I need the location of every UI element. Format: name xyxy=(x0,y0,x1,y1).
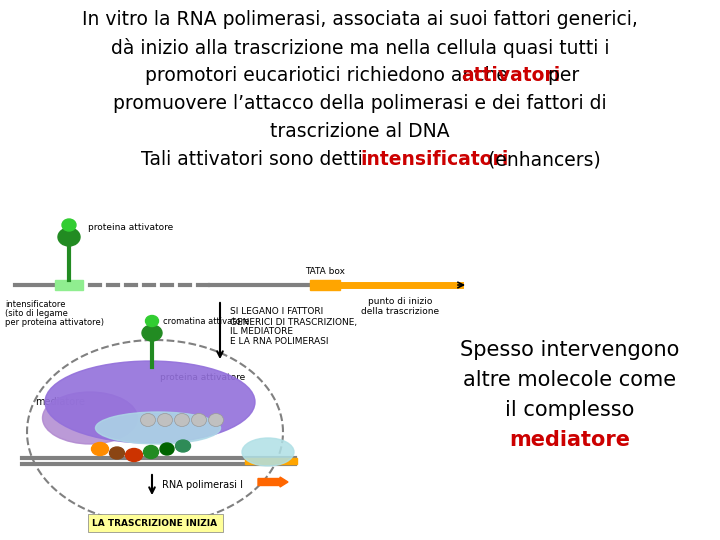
Text: proteina attivatore: proteina attivatore xyxy=(160,373,246,381)
Ellipse shape xyxy=(125,449,143,462)
Ellipse shape xyxy=(96,412,220,444)
Text: per: per xyxy=(542,66,580,85)
Text: il complesso: il complesso xyxy=(505,400,635,420)
Ellipse shape xyxy=(109,447,125,459)
Text: GENERICI DI TRASCRIZIONE,: GENERICI DI TRASCRIZIONE, xyxy=(230,318,357,327)
Ellipse shape xyxy=(140,414,156,427)
Bar xyxy=(55,280,83,290)
Text: mediatore: mediatore xyxy=(35,397,85,407)
Text: LA TRASCRIZIONE INIZIA: LA TRASCRIZIONE INIZIA xyxy=(92,518,217,528)
FancyArrow shape xyxy=(258,477,288,487)
Text: della trascrizione: della trascrizione xyxy=(361,307,439,316)
Text: dà inizio alla trascrizione ma nella cellula quasi tutti i: dà inizio alla trascrizione ma nella cel… xyxy=(111,38,609,58)
Text: mediatore: mediatore xyxy=(510,430,631,450)
Bar xyxy=(88,514,223,532)
Text: Spesso intervengono: Spesso intervengono xyxy=(460,340,680,360)
Text: Tali attivatori sono detti: Tali attivatori sono detti xyxy=(141,150,369,169)
Ellipse shape xyxy=(242,438,294,466)
Text: intensificatore: intensificatore xyxy=(5,300,66,309)
Ellipse shape xyxy=(91,442,109,456)
Text: E LA RNA POLIMERASI: E LA RNA POLIMERASI xyxy=(230,338,328,347)
Ellipse shape xyxy=(209,414,223,427)
Text: intensificatori: intensificatori xyxy=(360,150,508,169)
Text: (sito di legame: (sito di legame xyxy=(5,309,68,318)
Text: promotori eucariotici richiedono anche: promotori eucariotici richiedono anche xyxy=(145,66,514,85)
Text: cromatina attivatore: cromatina attivatore xyxy=(163,318,249,327)
Ellipse shape xyxy=(176,440,191,452)
Bar xyxy=(245,458,297,464)
Text: (enhancers): (enhancers) xyxy=(482,150,600,169)
Text: RNA polimerasi I: RNA polimerasi I xyxy=(162,480,243,490)
Text: promuovere l’attacco della polimerasi e dei fattori di: promuovere l’attacco della polimerasi e … xyxy=(113,94,607,113)
Ellipse shape xyxy=(174,414,189,427)
Ellipse shape xyxy=(42,392,138,444)
Text: SI LEGANO I FATTORI: SI LEGANO I FATTORI xyxy=(230,307,323,316)
Text: punto di inizio: punto di inizio xyxy=(368,297,432,306)
Ellipse shape xyxy=(143,446,158,458)
Ellipse shape xyxy=(160,443,174,455)
Text: TATA box: TATA box xyxy=(305,267,345,276)
Ellipse shape xyxy=(158,414,173,427)
Ellipse shape xyxy=(142,325,162,341)
Ellipse shape xyxy=(192,414,207,427)
Ellipse shape xyxy=(62,219,76,231)
Text: proteina attivatore: proteina attivatore xyxy=(88,222,174,232)
Ellipse shape xyxy=(58,228,80,246)
Bar xyxy=(310,280,340,290)
Text: IL MEDIATORE: IL MEDIATORE xyxy=(230,327,293,336)
Text: attivatori: attivatori xyxy=(462,66,560,85)
Text: trascrizione al DNA: trascrizione al DNA xyxy=(270,122,450,141)
Text: per proteina attivatore): per proteina attivatore) xyxy=(5,318,104,327)
Text: altre molecole come: altre molecole come xyxy=(464,370,677,390)
Ellipse shape xyxy=(145,315,158,327)
Text: In vitro la RNA polimerasi, associata ai suoi fattori generici,: In vitro la RNA polimerasi, associata ai… xyxy=(82,10,638,29)
Ellipse shape xyxy=(45,361,255,443)
